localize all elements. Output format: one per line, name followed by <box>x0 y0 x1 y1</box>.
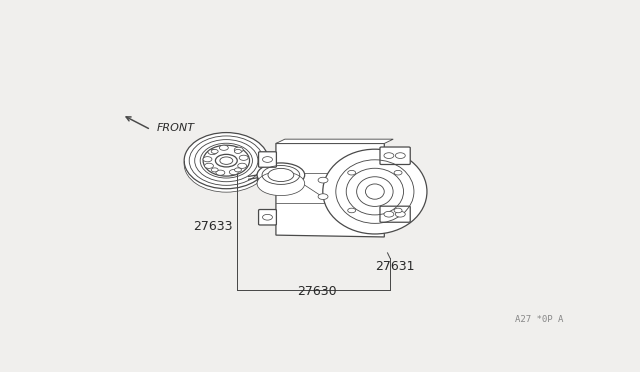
Circle shape <box>348 170 356 175</box>
FancyBboxPatch shape <box>259 209 276 225</box>
Circle shape <box>220 145 228 150</box>
Circle shape <box>216 170 225 175</box>
FancyBboxPatch shape <box>380 206 410 222</box>
Ellipse shape <box>184 136 269 192</box>
Polygon shape <box>276 144 384 237</box>
Circle shape <box>262 214 273 220</box>
Circle shape <box>229 170 238 175</box>
Circle shape <box>396 211 405 217</box>
Ellipse shape <box>257 171 305 196</box>
Ellipse shape <box>203 145 250 176</box>
Ellipse shape <box>184 132 269 189</box>
Circle shape <box>384 153 394 158</box>
Circle shape <box>234 150 241 153</box>
FancyBboxPatch shape <box>259 152 276 167</box>
Ellipse shape <box>365 184 384 199</box>
Circle shape <box>396 153 405 158</box>
Circle shape <box>211 150 218 153</box>
Circle shape <box>318 177 328 183</box>
Circle shape <box>211 168 218 172</box>
Text: 27633: 27633 <box>193 220 232 233</box>
Text: 27630: 27630 <box>297 285 337 298</box>
Text: A27 *0P A: A27 *0P A <box>515 315 564 324</box>
FancyBboxPatch shape <box>380 147 410 164</box>
Circle shape <box>239 155 248 160</box>
Circle shape <box>318 194 328 199</box>
Circle shape <box>384 211 394 217</box>
Text: 27631: 27631 <box>375 260 415 273</box>
Circle shape <box>208 150 217 155</box>
Circle shape <box>394 208 402 213</box>
Circle shape <box>216 154 237 167</box>
Ellipse shape <box>323 149 427 234</box>
Ellipse shape <box>257 163 305 187</box>
Ellipse shape <box>268 169 294 182</box>
Circle shape <box>203 157 212 162</box>
Polygon shape <box>276 139 393 144</box>
Circle shape <box>262 157 273 162</box>
Circle shape <box>237 163 246 169</box>
Circle shape <box>205 163 213 169</box>
Circle shape <box>220 157 233 164</box>
Circle shape <box>348 208 356 213</box>
Circle shape <box>234 147 243 153</box>
Text: FRONT: FRONT <box>157 124 195 134</box>
Circle shape <box>394 170 402 175</box>
Circle shape <box>234 168 241 172</box>
